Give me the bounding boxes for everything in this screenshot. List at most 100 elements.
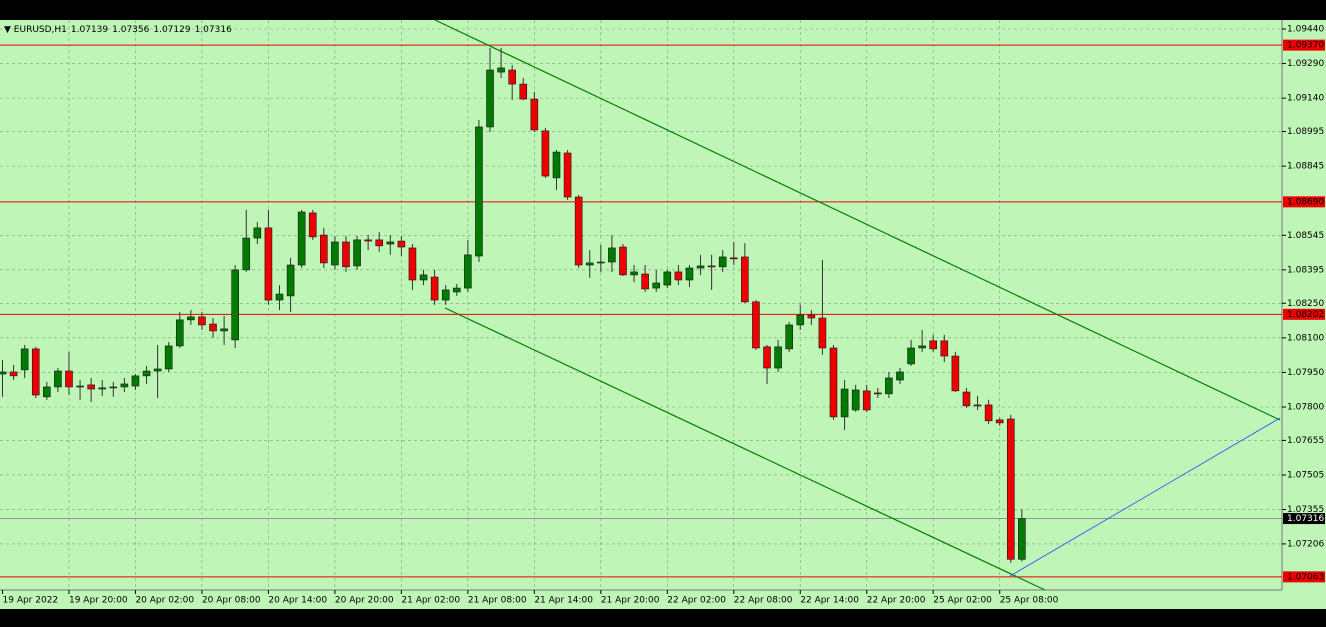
candle-body-up [419,274,428,281]
candle-body-down [619,246,627,276]
candle-body-up [0,371,7,375]
candle-body-down [264,227,273,301]
y-tick-label: 1.07505 [1287,470,1324,480]
candle-body-up [242,237,251,271]
candle-body-up [718,256,727,268]
candle-body-down [995,419,1004,424]
candle-body-up [109,386,118,389]
y-tick-label: 1.08100 [1287,333,1324,343]
candle-body-up [918,345,926,349]
candle-body-down [508,69,516,85]
x-tick-label: 22 Apr 20:00 [867,596,926,606]
candle-body-down [364,239,372,242]
candle-body-down [65,370,73,388]
y-tick-label: 1.07655 [1287,436,1324,446]
candle-body-down [929,340,938,350]
candle-body-up [585,262,594,266]
candle-body-up [896,371,904,381]
level-label-box [1283,39,1325,51]
candle-body-up [43,386,51,398]
y-tick-label: 1.07206 [1287,539,1324,549]
candle-body-up [552,151,561,179]
level-label-box [1283,308,1325,320]
x-tick-label: 19 Apr 20:00 [69,596,128,606]
y-tick-label: 1.08995 [1287,127,1324,137]
x-tick-label: 22 Apr 14:00 [800,596,859,606]
y-tick-label: 1.08545 [1287,231,1324,241]
grid [0,20,1282,590]
level-label: 1.07063 [1287,572,1324,582]
candle-body-up [696,265,705,269]
y-tick-label: 1.08395 [1287,265,1324,275]
y-tick-label: 1.07800 [1287,402,1324,412]
candle-body-down [729,257,738,260]
header-close: 1.07316 [195,25,232,35]
x-tick-label: 21 Apr 14:00 [534,596,593,606]
candle-body-up [386,241,395,245]
candle-body-down [9,371,18,377]
candle-body-down [430,276,439,301]
candle-body-up [120,383,129,388]
candle-body-up [153,368,162,372]
candle-body-up [220,328,228,332]
level-label: 1.09370 [1287,41,1324,51]
level-label-box [1283,196,1325,208]
trend-lines [434,19,1281,591]
candle-body-down [519,83,528,100]
candle-body-down [530,98,539,131]
candle-body-up [187,316,195,321]
candle-body-down [763,346,771,369]
candle-body-down [1006,418,1015,560]
candle-body-down [31,348,40,396]
candle-body-up [685,267,694,281]
header-open: 1.07139 [71,25,108,35]
axes: 1.09440 1.09290 1.09140 1.08995 1.08845 1.085… [2,24,1325,606]
candle-body-up [785,324,793,350]
y-tick-label: 1.08250 [1287,299,1324,309]
candle-body-up [76,385,84,388]
x-tick-label: 20 Apr 20:00 [335,596,394,606]
candle-body-down [874,392,882,395]
candle-body-down [87,384,95,390]
candle-body-down [674,271,683,281]
candle-body-down [408,247,417,281]
candle-body-up [54,370,62,388]
candle-body-up [175,319,184,347]
candle-body-down [342,241,350,268]
candle-body-up [98,387,107,390]
candle-body-up [796,314,805,326]
trend-line [1009,417,1281,577]
candle-body-up [20,348,29,371]
x-tick-label: 25 Apr 02:00 [933,596,992,606]
candle-body-down [818,317,827,349]
candle-body-down [940,340,949,357]
candle-body-down [741,256,749,303]
candle-body-down [973,404,982,407]
y-tick-label: 1.07950 [1287,368,1324,378]
candle-body-up [353,239,361,267]
candle-body-up [253,227,262,239]
candle-body-up [286,264,295,297]
candle-body-up [851,389,860,411]
current-price-box [1283,513,1325,525]
header-high: 1.07356 [112,25,149,35]
x-tick-label: 21 Apr 02:00 [401,596,460,606]
candle-body-down [541,130,550,177]
candle-body-down [752,301,760,349]
y-tick-label: 1.09290 [1287,59,1324,69]
x-tick-label: 20 Apr 08:00 [202,596,261,606]
levels [0,44,1282,578]
candle-body-down [862,390,871,411]
y-tick-label: 1.09440 [1287,24,1324,34]
y-tick-label: 1.09140 [1287,94,1324,104]
candle-body-up [630,271,638,276]
candle-body-down [984,404,993,422]
candle-body-up [275,293,284,301]
y-tick-label: 1.07355 [1287,505,1324,515]
candle-body-down [209,323,217,332]
x-tick-label: 22 Apr 02:00 [667,596,726,606]
candle-body-down [375,239,384,247]
channel-upper [434,19,1281,421]
candle-body-up [452,287,461,293]
